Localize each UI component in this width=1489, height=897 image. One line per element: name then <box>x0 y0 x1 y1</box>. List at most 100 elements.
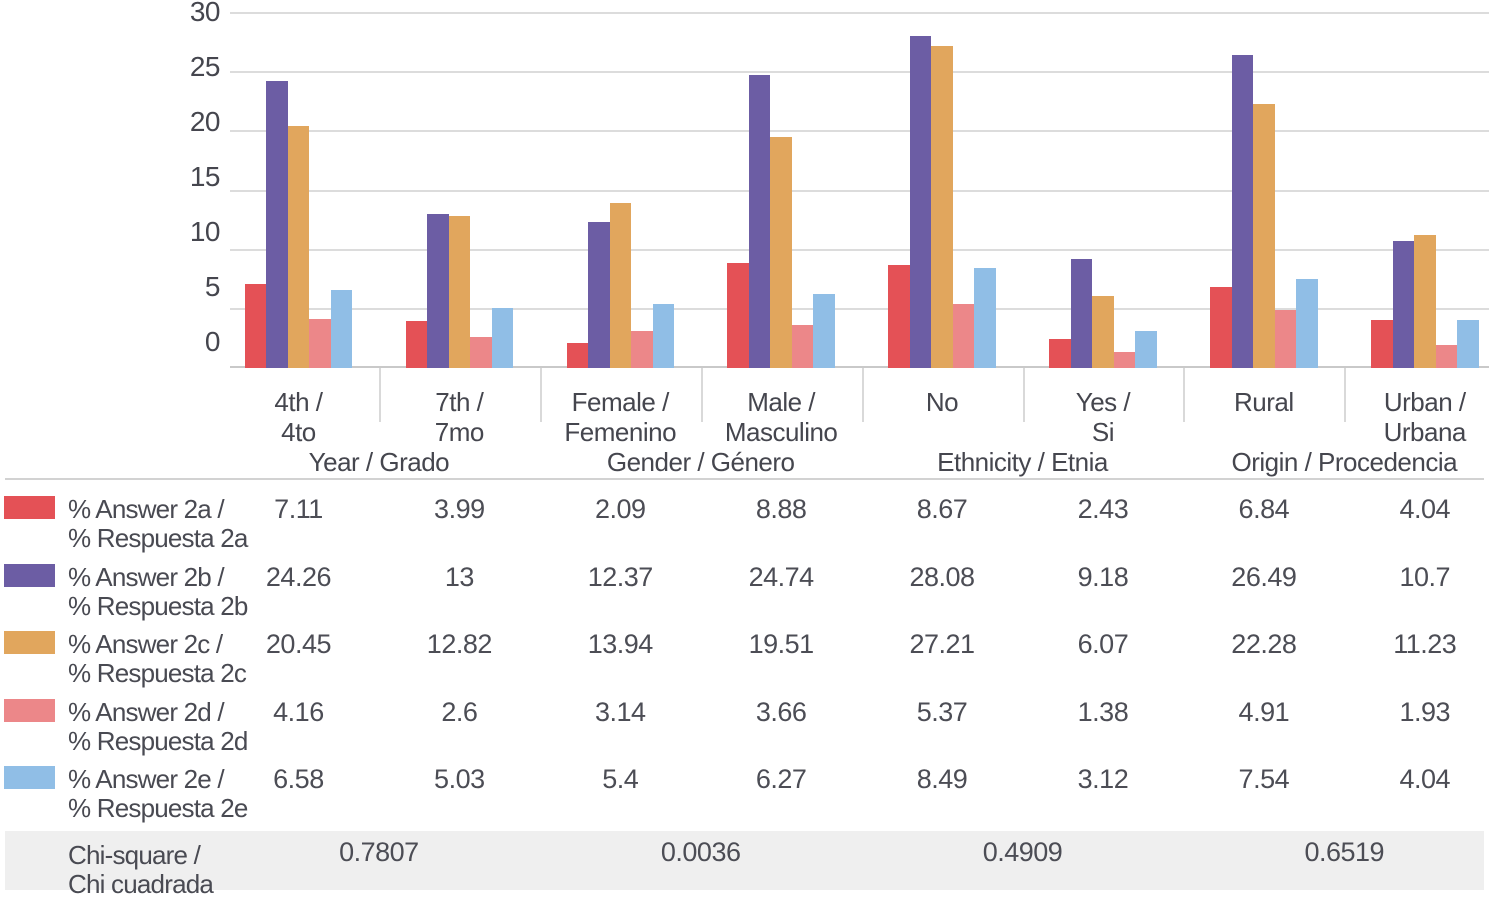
chi-square-label: Chi-square / Chi cuadrada <box>68 841 298 897</box>
value-2e-col8: 4.04 <box>1399 764 1451 794</box>
bar-2c-col6 <box>1092 296 1114 368</box>
series-label-line2: % Respuesta 2e <box>68 793 248 823</box>
value-2d-col2: 2.6 <box>441 696 478 727</box>
value-2c-col5: 27.21 <box>909 629 976 659</box>
series-label-line1: % Answer 2d / <box>68 696 225 727</box>
category-divider-6 <box>1183 368 1186 422</box>
value-2a-col2: 3.99 <box>434 494 485 524</box>
value-2d-col5: 5.37 <box>916 696 968 727</box>
series-label-line1: % Answer 2e / <box>68 764 225 794</box>
category-label-line2: Urbana <box>1383 417 1467 447</box>
category-label-7: Rural <box>1183 387 1344 417</box>
y-gridline-15 <box>230 189 1489 192</box>
value-2d-col1: 4.16 <box>273 696 324 727</box>
category-label-3: Female / Femenino <box>540 387 701 447</box>
value-2b-col8: 10.7 <box>1399 561 1451 592</box>
category-label-8: Urban / Urbana <box>1344 387 1489 447</box>
category-label-2: 7th /7mo <box>379 387 540 447</box>
bar-2c-col5 <box>931 46 953 368</box>
value-2d-col4: 3.66 <box>755 696 807 727</box>
legend-swatch-2e <box>4 766 55 789</box>
value-2e-col5: 8.49 <box>916 764 968 794</box>
bar-2b-col2 <box>427 214 449 368</box>
series-label-line1: % Answer 2c / <box>68 629 223 659</box>
y-gridline-20 <box>230 130 1489 133</box>
series-label-2c: % Answer 2c /% Respuesta 2c <box>68 630 298 688</box>
bar-2a-col7 <box>1210 287 1232 368</box>
chi-square-label-line1: Chi-square / <box>68 840 201 870</box>
category-label-line1: Male / <box>747 387 816 417</box>
value-2b-col2: 13 <box>444 561 475 592</box>
category-label-6: Yes / Si <box>1023 387 1184 447</box>
category-divider-7 <box>1344 368 1347 422</box>
category-label-5: No <box>862 387 1023 417</box>
legend-swatch-2a <box>4 496 55 519</box>
category-label-line1: No <box>925 387 959 417</box>
category-label-line1: 4th / <box>274 387 323 417</box>
bar-2a-col5 <box>888 265 910 368</box>
series-label-line2: % Respuesta 2b <box>68 590 248 621</box>
bar-2d-col7 <box>1274 309 1297 368</box>
bar-2d-col1 <box>309 318 331 368</box>
category-divider-1 <box>378 368 381 422</box>
series-label-line2: % Respuesta 2c <box>68 658 247 688</box>
chi-square-band <box>5 831 1484 890</box>
value-2a-col7: 6.84 <box>1238 494 1290 524</box>
category-label-4: Male / Masculino <box>701 387 862 447</box>
bar-2a-col8 <box>1371 320 1393 368</box>
value-2e-col1: 6.58 <box>273 764 324 794</box>
value-2c-col6: 6.07 <box>1077 629 1129 659</box>
bar-2d-col6 <box>1113 351 1136 368</box>
bar-2a-col2 <box>405 320 428 368</box>
bar-2d-col5 <box>952 304 975 368</box>
bar-2c-col3 <box>609 203 631 368</box>
value-2c-col4: 19.51 <box>748 629 815 659</box>
chi-square-value-4: 0.6519 <box>1304 837 1385 867</box>
x-axis-line <box>230 366 1489 368</box>
value-2e-col3: 5.4 <box>602 764 639 794</box>
series-label-line2: % Respuesta 2a <box>68 523 248 553</box>
category-divider-4 <box>861 368 864 422</box>
value-2d-col7: 4.91 <box>1238 696 1290 727</box>
series-label-line2: % Respuesta 2d <box>68 725 248 756</box>
chi-square-value-2: 0.0036 <box>660 837 741 867</box>
category-divider-2 <box>539 368 542 422</box>
legend-swatch-2d <box>4 698 55 722</box>
value-2a-col6: 2.43 <box>1077 494 1129 524</box>
category-label-line2: 4to <box>281 417 316 447</box>
value-2a-col1: 7.11 <box>274 494 323 524</box>
y-axis-tick-label: 20 <box>189 106 221 137</box>
value-2b-col4: 24.74 <box>748 561 815 592</box>
value-2d-col6: 1.38 <box>1077 696 1129 727</box>
y-axis-tick-label: 30 <box>189 0 221 27</box>
bar-2a-col1 <box>244 283 267 368</box>
bar-2d-col8 <box>1435 345 1457 368</box>
category-divider-3 <box>700 368 703 422</box>
bar-2a-col6 <box>1049 339 1071 368</box>
chi-square-label-line2: Chi cuadrada <box>68 869 214 897</box>
y-axis-tick-label: 25 <box>189 51 221 82</box>
bar-2b-col4 <box>748 75 771 368</box>
bar-2d-col3 <box>631 330 653 368</box>
bar-2e-col1 <box>330 290 353 368</box>
category-label-line2: Masculino <box>724 417 838 447</box>
group-label-1: Year / Grado <box>308 447 450 477</box>
value-2a-col4: 8.88 <box>755 494 807 524</box>
value-2b-col7: 26.49 <box>1231 561 1297 592</box>
bar-2e-col2 <box>491 308 514 368</box>
value-2e-col7: 7.54 <box>1238 764 1290 794</box>
bar-2b-col3 <box>588 221 610 368</box>
legend-swatch-2b <box>4 563 55 587</box>
bar-2c-col4 <box>770 137 792 368</box>
group-label-3: Ethnicity / Etnia <box>937 447 1108 477</box>
y-axis-tick-label: 15 <box>189 161 221 192</box>
series-label-2a: % Answer 2a /% Respuesta 2a <box>68 495 298 553</box>
chi-square-value-1: 0.7807 <box>339 837 419 867</box>
category-label-line1: Rural <box>1234 387 1294 417</box>
category-label-1: 4th /4to <box>218 387 379 447</box>
group-label-4: Origin / Procedencia <box>1231 447 1458 477</box>
value-2b-col3: 12.37 <box>587 561 654 592</box>
